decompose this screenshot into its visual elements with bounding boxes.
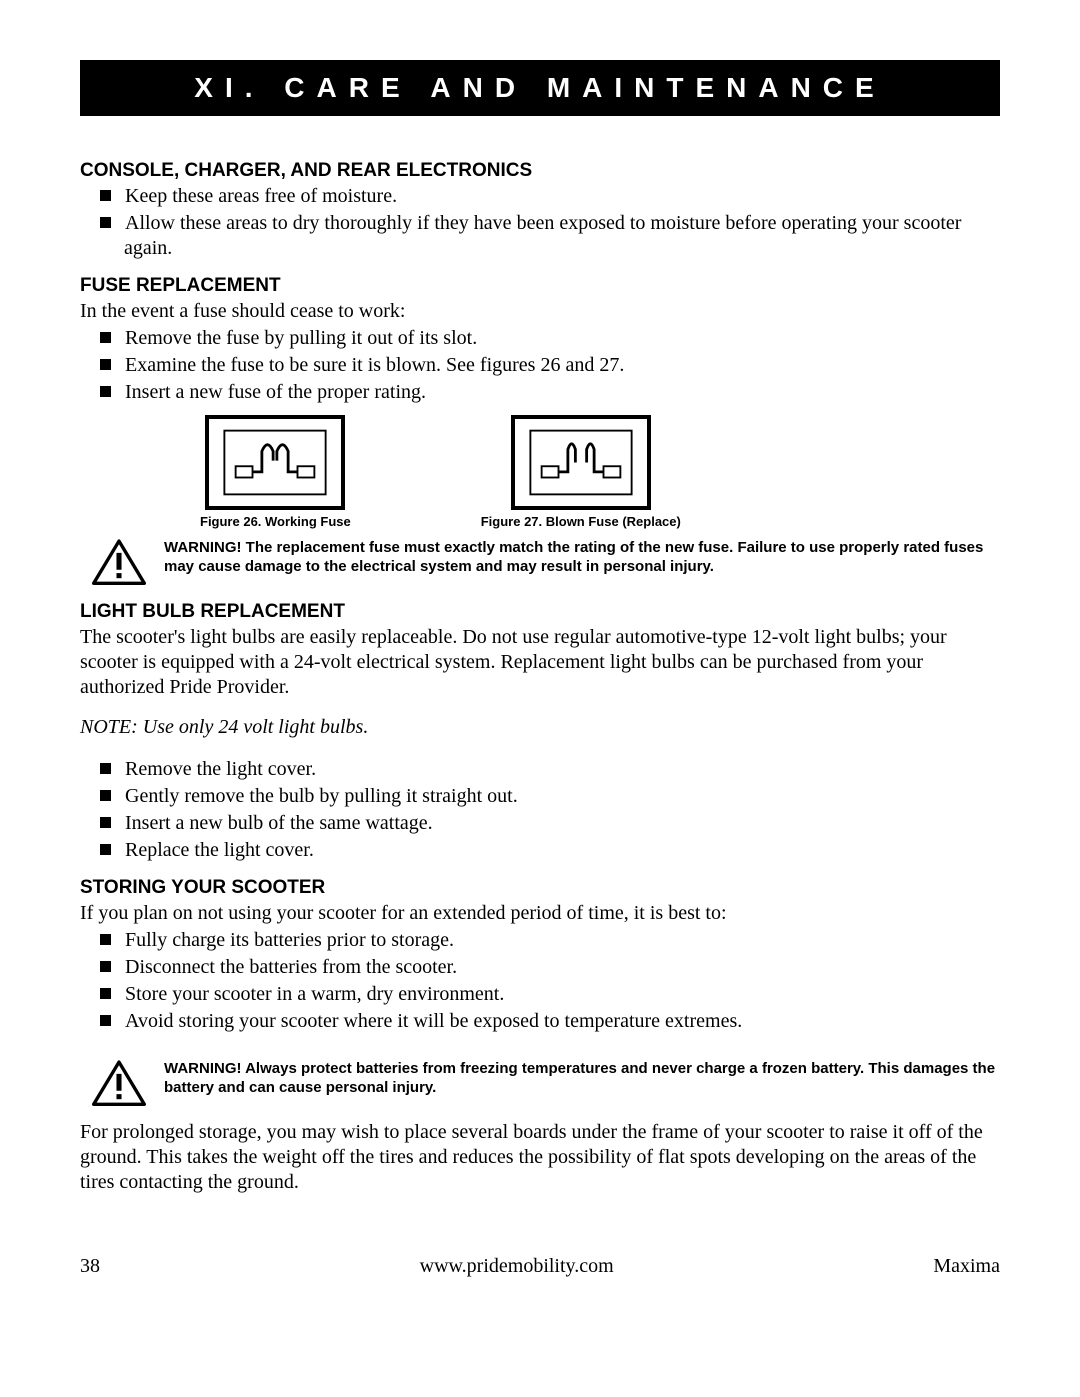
- page-footer: 38 www.pridemobility.com Maxima: [80, 1255, 1000, 1278]
- storing-warning: WARNING! Always protect batteries from f…: [92, 1060, 1000, 1108]
- list-item: Allow these areas to dry thoroughly if t…: [80, 211, 1000, 261]
- heading-fuse: FUSE REPLACEMENT: [80, 275, 1000, 297]
- warning-triangle-icon: [92, 539, 146, 587]
- list-item: Disconnect the batteries from the scoote…: [80, 955, 1000, 980]
- figure-27: Figure 27. Blown Fuse (Replace): [481, 415, 681, 529]
- fuse-intro: In the event a fuse should cease to work…: [80, 299, 1000, 324]
- list-item: Insert a new fuse of the proper rating.: [80, 380, 1000, 405]
- heading-console: CONSOLE, CHARGER, AND REAR ELECTRONICS: [80, 160, 1000, 182]
- heading-bulb: LIGHT BULB REPLACEMENT: [80, 601, 1000, 623]
- fuse-bullets: Remove the fuse by pulling it out of its…: [80, 326, 1000, 405]
- figure-26-caption: Figure 26. Working Fuse: [200, 514, 351, 529]
- list-item: Examine the fuse to be sure it is blown.…: [80, 353, 1000, 378]
- footer-url: www.pridemobility.com: [420, 1255, 614, 1278]
- list-item: Store your scooter in a warm, dry enviro…: [80, 982, 1000, 1007]
- blown-fuse-diagram: [511, 415, 651, 510]
- working-fuse-diagram: [205, 415, 345, 510]
- footer-model: Maxima: [933, 1255, 1000, 1278]
- list-item: Gently remove the bulb by pulling it str…: [80, 784, 1000, 809]
- list-item: Fully charge its batteries prior to stor…: [80, 928, 1000, 953]
- fuse-warning: WARNING! The replacement fuse must exact…: [92, 539, 1000, 587]
- list-item: Keep these areas free of moisture.: [80, 184, 1000, 209]
- warning-triangle-icon: [92, 1060, 146, 1108]
- bulb-bullets: Remove the light cover. Gently remove th…: [80, 757, 1000, 863]
- list-item: Replace the light cover.: [80, 838, 1000, 863]
- figure-26: Figure 26. Working Fuse: [200, 415, 351, 529]
- list-item: Remove the fuse by pulling it out of its…: [80, 326, 1000, 351]
- bulb-intro: The scooter's light bulbs are easily rep…: [80, 625, 1000, 700]
- storing-outro: For prolonged storage, you may wish to p…: [80, 1120, 1000, 1195]
- storing-warning-text: WARNING! Always protect batteries from f…: [164, 1060, 1000, 1098]
- list-item: Remove the light cover.: [80, 757, 1000, 782]
- bulb-note: NOTE: Use only 24 volt light bulbs.: [80, 716, 1000, 739]
- fuse-figures: Figure 26. Working Fuse Figure 27. Blown…: [200, 415, 1000, 529]
- list-item: Avoid storing your scooter where it will…: [80, 1009, 1000, 1034]
- page-number: 38: [80, 1255, 100, 1278]
- console-bullets: Keep these areas free of moisture. Allow…: [80, 184, 1000, 261]
- fuse-warning-text: WARNING! The replacement fuse must exact…: [164, 539, 1000, 577]
- heading-storing: STORING YOUR SCOOTER: [80, 877, 1000, 899]
- figure-27-caption: Figure 27. Blown Fuse (Replace): [481, 514, 681, 529]
- chapter-header: XI. CARE AND MAINTENANCE: [80, 60, 1000, 116]
- storing-intro: If you plan on not using your scooter fo…: [80, 901, 1000, 926]
- storing-bullets: Fully charge its batteries prior to stor…: [80, 928, 1000, 1034]
- list-item: Insert a new bulb of the same wattage.: [80, 811, 1000, 836]
